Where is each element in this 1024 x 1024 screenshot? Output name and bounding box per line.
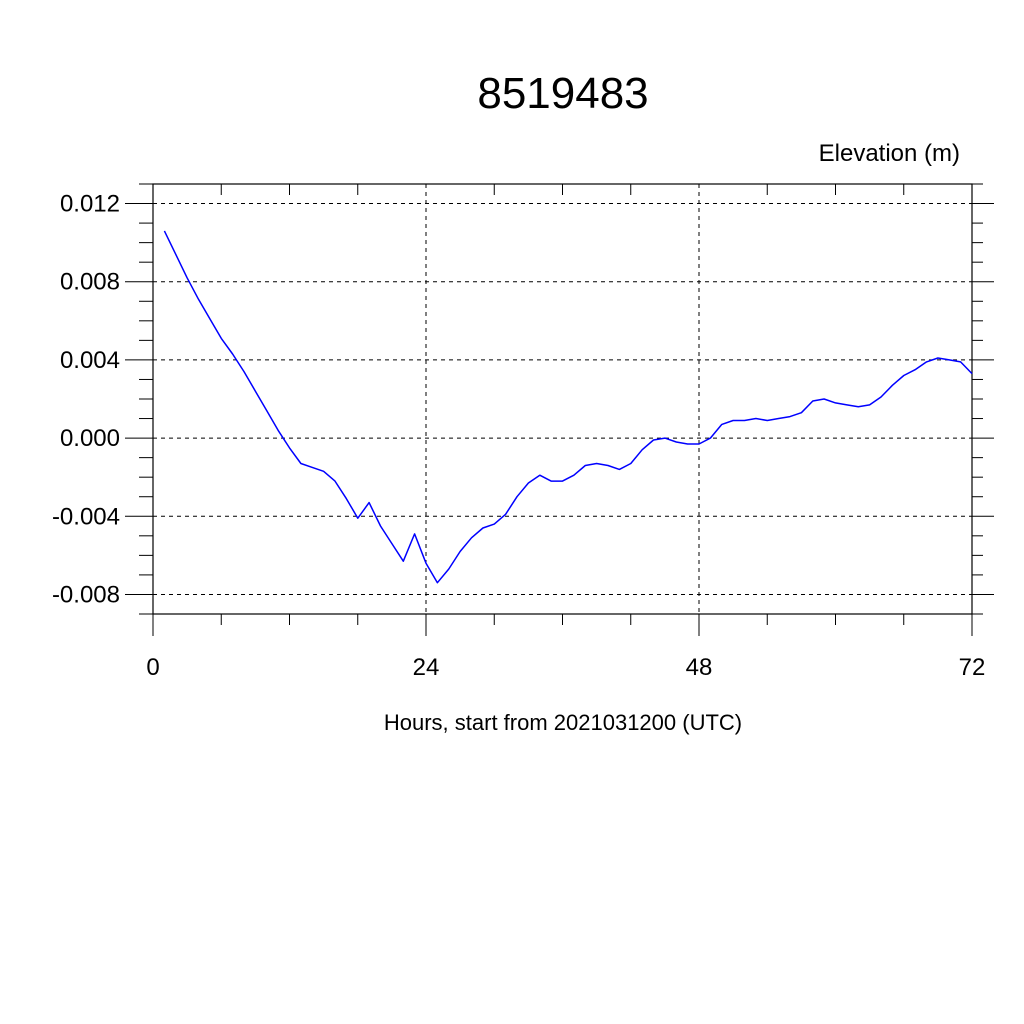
plot-frame <box>152 183 973 615</box>
y-tick-label: 0.012 <box>60 191 120 218</box>
y-tick-label: 0.000 <box>60 425 120 452</box>
tick-labels: -0.008 -0.004 0.000 0.004 0.008 0.012 0 24 48 72 <box>52 191 985 681</box>
x-tick-label: 48 <box>686 654 713 681</box>
x-tick-label: 72 <box>959 654 986 681</box>
y-tick-label: -0.004 <box>52 503 120 530</box>
grid-lines <box>153 184 972 614</box>
chart-title: 8519483 <box>477 69 648 118</box>
x-tick-label: 24 <box>413 654 440 681</box>
axis-ticks <box>125 183 994 636</box>
series-layer <box>163 230 973 584</box>
x-axis-label: Hours, start from 2021031200 (UTC) <box>384 710 742 735</box>
y-tick-label: -0.008 <box>52 581 120 608</box>
x-tick-label: 0 <box>146 654 159 681</box>
series-line <box>163 230 973 584</box>
y-tick-label: 0.004 <box>60 347 120 374</box>
y-tick-label: 0.008 <box>60 269 120 296</box>
y-axis-label: Elevation (m) <box>819 140 960 167</box>
